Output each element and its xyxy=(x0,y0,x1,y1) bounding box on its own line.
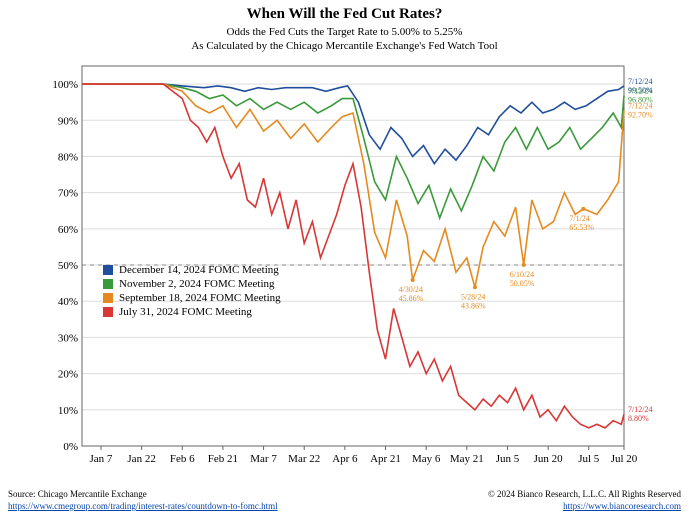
svg-text:May 6: May 6 xyxy=(412,453,441,465)
svg-text:70%: 70% xyxy=(58,188,78,200)
svg-text:43.86%: 43.86% xyxy=(461,301,486,310)
svg-text:45.86%: 45.86% xyxy=(399,294,424,303)
svg-text:80%: 80% xyxy=(58,151,78,163)
svg-text:Jul 20: Jul 20 xyxy=(611,453,638,465)
svg-text:Jan 22: Jan 22 xyxy=(127,453,155,465)
svg-text:60%: 60% xyxy=(58,224,78,236)
svg-text:7/12/24: 7/12/24 xyxy=(628,102,652,111)
svg-text:November 2, 2024 FOMC Meeting: November 2, 2024 FOMC Meeting xyxy=(119,278,275,290)
chart-svg: 0% 10% 20% 30% 40% 50% 60% 70% 80% 90% 100% Jan 7 Ja… xyxy=(48,60,668,470)
svg-text:6/10/24: 6/10/24 xyxy=(510,270,534,279)
svg-text:0%: 0% xyxy=(63,441,78,453)
svg-text:Feb 21: Feb 21 xyxy=(208,453,238,465)
svg-text:Jun 5: Jun 5 xyxy=(496,453,520,465)
footer: Source: Chicago Mercantile Exchange http… xyxy=(8,489,681,515)
svg-text:Mar 7: Mar 7 xyxy=(250,453,277,465)
chart-subtitle-1: Odds the Fed Cuts the Target Rate to 5.0… xyxy=(0,26,689,38)
svg-text:Mar 22: Mar 22 xyxy=(288,453,320,465)
svg-text:10%: 10% xyxy=(58,405,78,417)
svg-text:8.80%: 8.80% xyxy=(628,414,649,423)
plot-area: 0% 10% 20% 30% 40% 50% 60% 70% 80% 90% 100% Jan 7 Ja… xyxy=(48,60,668,470)
svg-text:5/28/24: 5/28/24 xyxy=(461,292,485,301)
svg-text:7/12/24: 7/12/24 xyxy=(628,405,652,414)
svg-text:7/12/24: 7/12/24 xyxy=(628,77,652,86)
chart-container: When Will the Fed Cut Rates? Odds the Fe… xyxy=(0,0,689,517)
chart-subtitle-2: As Calculated by the Chicago Mercantile … xyxy=(0,40,689,52)
svg-text:Jun 20: Jun 20 xyxy=(534,453,564,465)
svg-text:65.53%: 65.53% xyxy=(569,223,594,232)
svg-text:7/12/24: 7/12/24 xyxy=(628,87,652,96)
site-link[interactable]: https://www.biancoresearch.com xyxy=(563,501,681,511)
svg-text:50%: 50% xyxy=(58,260,78,272)
svg-text:Feb 6: Feb 6 xyxy=(170,453,195,465)
svg-text:92.70%: 92.70% xyxy=(628,111,653,120)
svg-text:4/30/24: 4/30/24 xyxy=(399,285,423,294)
svg-text:July 31, 2024 FOMC Meeting: July 31, 2024 FOMC Meeting xyxy=(119,306,252,318)
source-label: Source: Chicago Mercantile Exchange xyxy=(8,489,147,499)
svg-text:Jul 5: Jul 5 xyxy=(578,453,600,465)
svg-text:90%: 90% xyxy=(58,115,78,127)
svg-text:20%: 20% xyxy=(58,369,78,381)
svg-text:December 14, 2024 FOMC Meeting: December 14, 2024 FOMC Meeting xyxy=(119,264,279,276)
svg-text:May 21: May 21 xyxy=(450,453,484,465)
svg-text:50.05%: 50.05% xyxy=(510,279,535,288)
svg-text:7/1/24: 7/1/24 xyxy=(569,214,589,223)
svg-text:40%: 40% xyxy=(58,296,78,308)
svg-text:30%: 30% xyxy=(58,332,78,344)
source-link[interactable]: https://www.cmegroup.com/trading/interes… xyxy=(8,501,278,511)
chart-title: When Will the Fed Cut Rates? xyxy=(0,6,689,23)
svg-text:Apr 21: Apr 21 xyxy=(370,453,401,465)
svg-text:Jan 7: Jan 7 xyxy=(90,453,113,465)
svg-text:Apr 6: Apr 6 xyxy=(332,453,358,465)
copyright-text: © 2024 Bianco Research, L.L.C. All Right… xyxy=(488,489,681,499)
svg-text:100%: 100% xyxy=(52,79,78,91)
svg-text:September 18, 2024 FOMC Meetin: September 18, 2024 FOMC Meeting xyxy=(119,292,281,304)
